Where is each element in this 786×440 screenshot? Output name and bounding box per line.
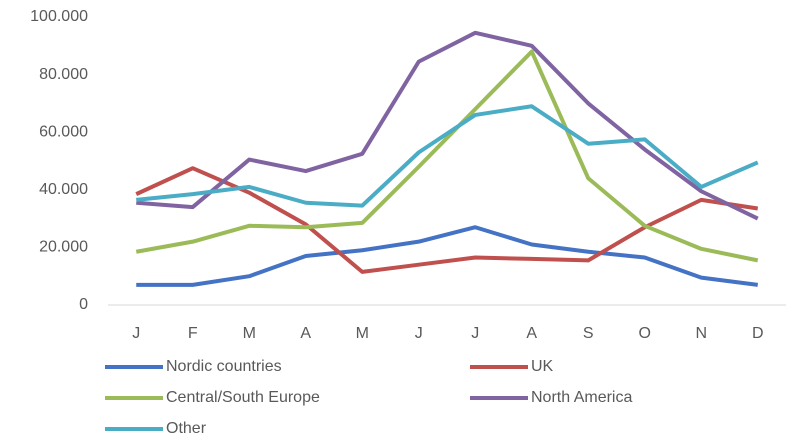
x-tick-label: J — [415, 325, 423, 342]
legend-label: Other — [166, 420, 207, 437]
series-line — [135, 166, 759, 274]
x-tick-label: S — [583, 325, 594, 342]
y-tick-label: 40.000 — [39, 181, 88, 198]
series-line — [136, 30, 759, 221]
y-tick-label: 20.000 — [39, 239, 88, 256]
legend-label: North America — [531, 389, 632, 406]
legend-label: Central/South Europe — [166, 389, 320, 406]
series-line — [136, 225, 759, 287]
x-tick-label: M — [243, 325, 256, 342]
y-tick-label: 80.000 — [39, 66, 88, 83]
x-tick-label: M — [356, 325, 369, 342]
x-tick-label: A — [300, 325, 311, 342]
legend-label: Nordic countries — [166, 358, 282, 375]
x-tick-label: J — [132, 325, 140, 342]
x-tick-label: D — [752, 325, 764, 342]
x-tick-label: O — [639, 325, 651, 342]
x-tick-label: F — [188, 325, 198, 342]
x-tick-label: N — [695, 325, 707, 342]
y-tick-label: 60.000 — [39, 123, 88, 140]
x-tick-label: A — [526, 325, 537, 342]
y-tick-label: 100.000 — [30, 8, 88, 25]
series-line — [135, 49, 759, 263]
x-tick-label: J — [471, 325, 479, 342]
legend-label: UK — [531, 358, 554, 375]
series-line — [136, 104, 759, 208]
y-tick-label: 0 — [79, 296, 88, 313]
